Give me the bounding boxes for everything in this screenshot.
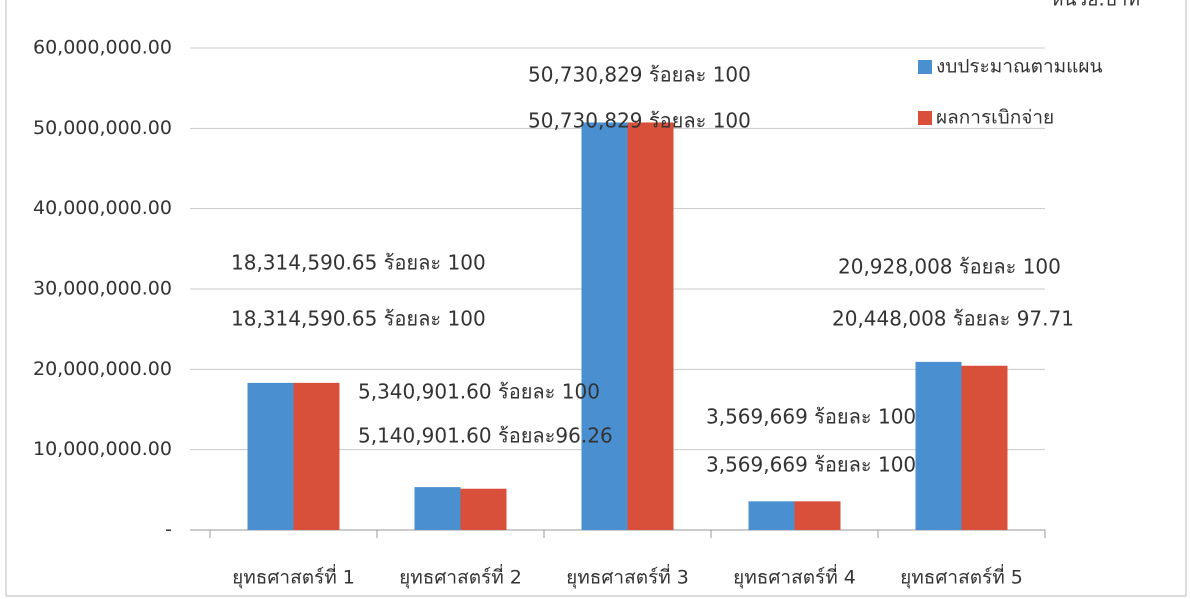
value-label: 18,314,590.65 ร้อยละ 100: [231, 251, 486, 275]
value-label: 50,730,829 ร้อยละ 100: [528, 109, 751, 133]
bar: [961, 365, 1008, 530]
legend-swatch: [918, 111, 932, 125]
bar: [627, 122, 674, 530]
value-label: 3,569,669 ร้อยละ 100: [706, 453, 916, 477]
bar: [247, 382, 294, 530]
value-label: 5,340,901.60 ร้อยละ 100: [358, 380, 600, 404]
value-label: 5,140,901.60 ร้อยละ96.26: [358, 424, 613, 448]
value-label: 50,730,829 ร้อยละ 100: [528, 63, 751, 87]
y-tick-label: -: [165, 519, 172, 541]
bar: [460, 488, 507, 530]
value-label: 3,569,669 ร้อยละ 100: [706, 405, 916, 429]
y-tick-label: 30,000,000.00: [33, 278, 172, 300]
x-tick-label: ยุทธศาสตร์ที่ 3: [566, 564, 689, 590]
y-tick-label: 60,000,000.00: [33, 37, 172, 59]
bar: [581, 122, 628, 530]
x-tick-label: ยุทธศาสตร์ที่ 1: [232, 564, 355, 590]
y-tick-label: 10,000,000.00: [33, 438, 172, 460]
y-tick-label: 20,000,000.00: [33, 358, 172, 380]
bar: [414, 487, 461, 530]
value-label: 18,314,590.65 ร้อยละ 100: [231, 307, 486, 331]
legend-swatch: [918, 60, 932, 74]
x-tick-label: ยุทธศาสตร์ที่ 5: [900, 564, 1023, 590]
x-tick-label: ยุทธศาสตร์ที่ 2: [399, 564, 522, 590]
value-label: 20,928,008 ร้อยละ 100: [838, 255, 1061, 279]
y-tick-label: 50,000,000.00: [33, 117, 172, 139]
chart-frame: [5, 0, 1187, 597]
bar: [794, 501, 841, 530]
legend-label: งบประมาณตามแผน: [936, 56, 1103, 78]
bar: [293, 382, 340, 530]
unit-label: หน่วย:บาท: [1051, 0, 1140, 11]
legend-label: ผลการเบิกจ่าย: [936, 107, 1054, 129]
y-tick-label: 40,000,000.00: [33, 197, 172, 219]
bar: [915, 361, 962, 530]
bar: [748, 501, 795, 530]
value-label: 20,448,008 ร้อยละ 97.71: [832, 307, 1074, 331]
x-tick-label: ยุทธศาสตร์ที่ 4: [733, 564, 856, 590]
